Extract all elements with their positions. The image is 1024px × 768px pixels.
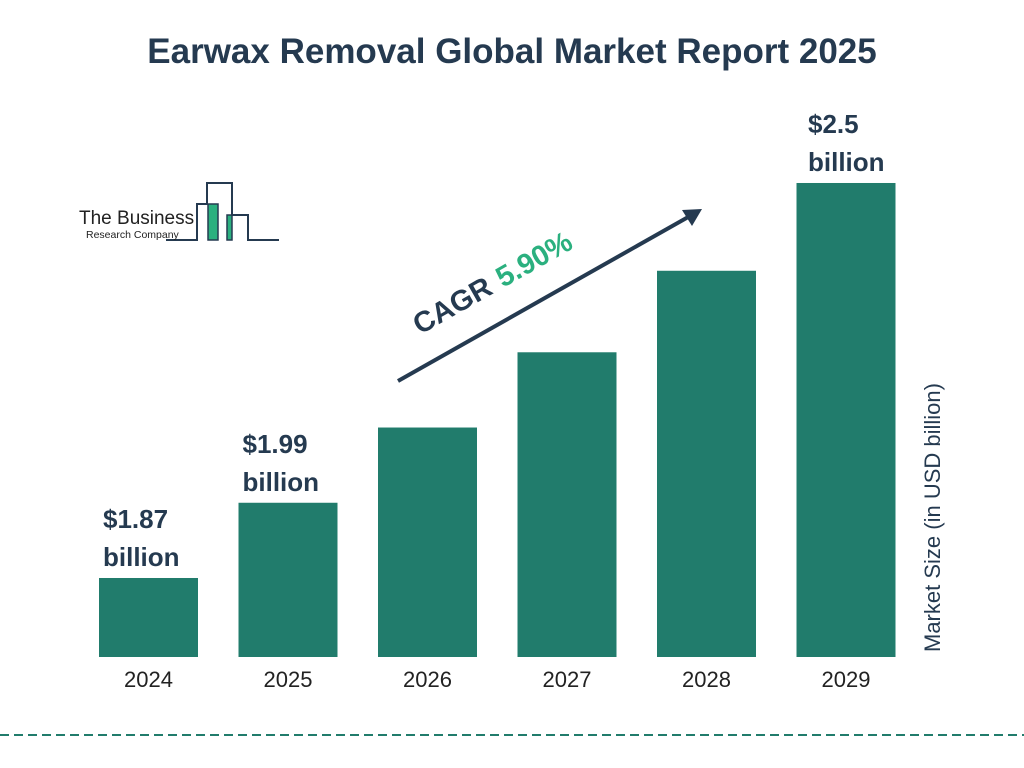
x-tick-label: 2028: [682, 667, 731, 692]
bar-2028: [657, 270, 756, 657]
bar-2024: [99, 577, 198, 657]
y-axis-label: Market Size (in USD billion): [920, 383, 945, 652]
x-tick-label: 2024: [124, 667, 173, 692]
data-label: billion: [808, 147, 885, 177]
data-label: billion: [103, 542, 180, 572]
bar-2027: [517, 352, 617, 657]
bar-2029: [796, 182, 896, 657]
logo: The Business Research Company: [79, 182, 279, 241]
x-tick-label: 2027: [543, 667, 592, 692]
x-tick-label: 2025: [264, 667, 313, 692]
cagr-value: 5.90%: [491, 226, 579, 294]
data-label: $2.5: [808, 109, 859, 139]
data-label: $1.99: [243, 429, 308, 459]
x-tick-label: 2029: [822, 667, 871, 692]
svg-text:CAGR5.90%: CAGR5.90%: [408, 226, 579, 341]
x-tick-label: 2026: [403, 667, 452, 692]
chart-title: Earwax Removal Global Market Report 2025: [147, 32, 877, 71]
bar-2026: [378, 427, 477, 657]
data-label: billion: [243, 467, 320, 497]
bar-2025: [238, 502, 338, 657]
svg-text:Research Company: Research Company: [86, 229, 180, 241]
svg-text:The Business: The Business: [79, 208, 194, 229]
arrow-head: [682, 209, 702, 226]
data-label: $1.87: [103, 504, 168, 534]
